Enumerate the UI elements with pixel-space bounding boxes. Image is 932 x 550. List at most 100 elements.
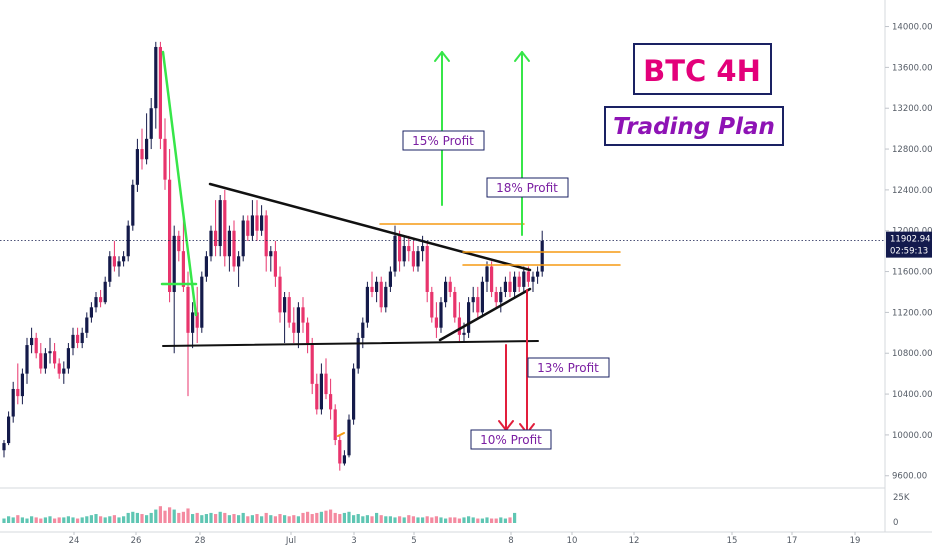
volume-bar xyxy=(66,516,70,523)
volume-bar xyxy=(214,514,218,523)
candle-body xyxy=(287,297,291,323)
volume-bar xyxy=(264,512,268,523)
candle-body xyxy=(20,373,24,397)
candle-body xyxy=(76,334,80,344)
volume-bar xyxy=(76,518,80,523)
candle-body xyxy=(103,281,107,303)
volume-bar xyxy=(508,517,512,523)
volume-bar xyxy=(71,517,75,523)
time-axis[interactable]: 24 26 28 Jul 3 5 8 10 12 15 17 19 xyxy=(69,532,861,546)
volume-bar xyxy=(315,512,319,523)
volume-bar xyxy=(140,514,144,523)
candle-body xyxy=(227,230,231,257)
volume-bar xyxy=(499,517,503,523)
candle-body xyxy=(126,225,130,257)
candle-body xyxy=(71,334,75,349)
candle-body xyxy=(333,409,337,441)
candle-body xyxy=(246,220,250,236)
candle-body xyxy=(154,46,158,109)
candle-body xyxy=(122,256,126,262)
volume-bar xyxy=(172,509,176,523)
candle-body xyxy=(149,108,153,139)
volume-bar xyxy=(25,518,29,523)
profit-label-18: 18% Profit xyxy=(486,177,569,198)
volume-bar xyxy=(135,512,139,523)
candle-body xyxy=(434,317,438,328)
volume-bar xyxy=(273,516,277,523)
candle-body xyxy=(388,271,392,287)
price-tick-label: 10400.00 xyxy=(892,390,932,400)
volume-bar xyxy=(227,515,231,523)
candle-body xyxy=(25,345,29,374)
volume-bar xyxy=(296,516,300,523)
candle-body xyxy=(177,235,181,252)
volume-bar xyxy=(347,511,351,523)
price-tick-label: 14000.00 xyxy=(892,23,932,33)
candle-body xyxy=(39,353,43,369)
volume-bar xyxy=(338,514,342,523)
volume-bar xyxy=(283,515,287,523)
candle-body xyxy=(439,302,443,328)
candle-body xyxy=(218,200,222,247)
volume-bar xyxy=(168,507,172,523)
volume-bar xyxy=(250,515,254,523)
volume-bar xyxy=(39,518,43,523)
candle-body xyxy=(296,307,300,333)
candle-body xyxy=(62,368,66,374)
target-arrow-down-10-head xyxy=(498,420,507,431)
candle-body xyxy=(283,297,287,313)
candle-body xyxy=(402,246,406,262)
time-tick-label: 24 xyxy=(69,536,80,546)
volume-bar xyxy=(402,517,406,523)
volume-bar xyxy=(480,518,484,523)
candle-body xyxy=(186,286,190,333)
volume-bar xyxy=(467,516,471,523)
candle-body xyxy=(250,215,254,236)
volume-bar xyxy=(204,514,208,523)
volume-bar xyxy=(370,516,374,523)
profit-label-13-text: 13% Profit xyxy=(537,361,599,375)
profit-label-15: 15% Profit xyxy=(402,130,485,151)
candle-body xyxy=(241,220,245,257)
volume-bar xyxy=(287,516,291,523)
candle-body xyxy=(398,235,402,262)
volume-axis: 25K 0 xyxy=(893,493,910,528)
candle-body xyxy=(117,261,121,267)
volume-bar xyxy=(145,515,149,523)
target-arrow-up-18-head xyxy=(514,51,523,62)
volume-bar xyxy=(494,518,498,523)
time-tick-label: 12 xyxy=(629,536,640,546)
candle-body xyxy=(53,351,57,364)
candle-body xyxy=(324,373,328,395)
volume-bar xyxy=(158,506,162,523)
candle-body xyxy=(471,297,475,303)
time-tick-label: 26 xyxy=(131,536,142,546)
volume-bar xyxy=(94,514,98,523)
volume-bar xyxy=(20,517,24,523)
profit-label-18-text: 18% Profit xyxy=(496,181,558,195)
volume-bar xyxy=(352,515,356,523)
volume-bar xyxy=(333,512,337,523)
volume-bar xyxy=(237,515,241,523)
candle-body xyxy=(112,256,116,267)
volume-bar xyxy=(2,518,6,523)
price-axis[interactable]: 14000.00 13600.00 13200.00 12800.00 12400.00… xyxy=(885,23,932,482)
orange-marker xyxy=(337,432,345,437)
volume-bar xyxy=(513,512,517,523)
volume-bar xyxy=(356,514,360,523)
volume-bar xyxy=(34,517,38,523)
volume-bar xyxy=(421,517,425,523)
candle-body xyxy=(34,337,38,354)
volume-bar xyxy=(476,518,480,523)
candle-body xyxy=(319,373,323,410)
volume-bar xyxy=(342,512,346,523)
subtitle-box: Trading Plan xyxy=(604,106,784,146)
volume-bars xyxy=(2,506,517,523)
candle-body xyxy=(168,179,172,292)
candle-body xyxy=(301,307,305,323)
candle-body xyxy=(204,256,208,277)
trendline-drawings xyxy=(160,50,621,437)
time-tick-label: 28 xyxy=(195,536,206,546)
candle-body xyxy=(43,353,47,369)
